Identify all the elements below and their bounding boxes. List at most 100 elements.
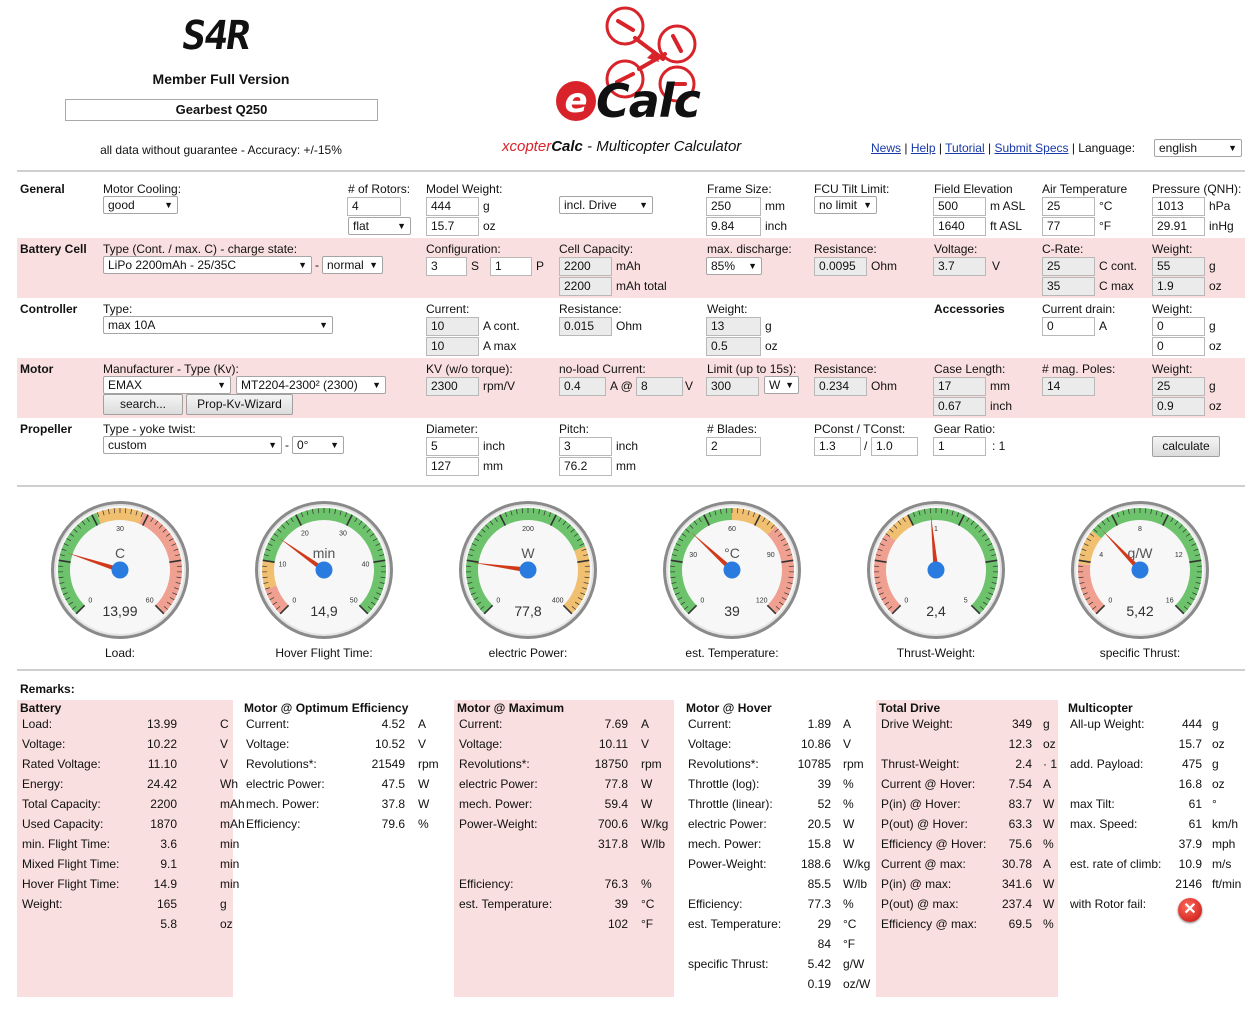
motor-manufacturer-select[interactable]: EMAX ▼	[103, 376, 231, 394]
c-max-input[interactable]: 35	[1042, 277, 1095, 296]
pconst-input[interactable]: 1.3	[814, 437, 861, 456]
remarks-row: 0.19 oz/W	[683, 974, 873, 994]
gauge-tick	[685, 528, 690, 533]
unit-oz: oz	[1209, 399, 1222, 413]
poles-input[interactable]: 14	[1042, 377, 1095, 396]
gear-ratio-input[interactable]: 1	[933, 437, 986, 456]
help-link[interactable]: Help	[910, 141, 936, 155]
remarks-label: Load:	[22, 717, 53, 731]
remarks-value: 5.42	[807, 957, 831, 971]
gauge-tick	[708, 512, 712, 518]
voltage-input[interactable]: 3.7	[933, 257, 986, 276]
drive-select[interactable]: incl. Drive ▼	[559, 196, 653, 214]
air-f-input[interactable]: 77	[1042, 217, 1095, 236]
capacity-total-input[interactable]: 2200	[559, 277, 612, 296]
case-length-inch[interactable]: 0.67	[933, 397, 986, 416]
controller-type-select[interactable]: max 10A ▼	[103, 316, 333, 334]
motor-type-select[interactable]: MT2204-2300² (2300) ▼	[236, 376, 386, 394]
limit-unit-select[interactable]: W ▼	[764, 376, 799, 394]
battery-res-input[interactable]: 0.0095	[814, 257, 867, 276]
controller-weight-g[interactable]: 13	[706, 317, 761, 336]
cooling-select[interactable]: good ▼	[103, 196, 178, 214]
kv-input[interactable]: 2300	[426, 377, 479, 396]
air-c-input[interactable]: 25	[1042, 197, 1095, 216]
calculate-button[interactable]: calculate	[1152, 436, 1220, 457]
blades-input[interactable]: 2	[706, 437, 761, 456]
frame-inch-input[interactable]: 9.84	[706, 217, 761, 236]
remarks-row: Current: 1.89 A	[683, 714, 873, 734]
submit-specs-link[interactable]: Submit Specs	[994, 141, 1069, 155]
layout-select[interactable]: flat ▼	[348, 217, 411, 235]
battery-weight-g[interactable]: 55	[1152, 257, 1205, 276]
gauge-tick	[786, 587, 792, 590]
noload-current-input[interactable]: 0.4	[559, 377, 606, 396]
remarks-label: Used Capacity:	[22, 817, 104, 831]
rotors-input[interactable]: 4	[347, 197, 401, 216]
elevation-ft-input[interactable]: 1640	[933, 217, 986, 236]
config-p-input[interactable]: 1	[490, 257, 532, 276]
case-length-mm[interactable]: 17	[933, 377, 986, 396]
controller-cur-cont[interactable]: 10	[426, 317, 479, 336]
news-link[interactable]: News	[871, 141, 902, 155]
tilt-select[interactable]: no limit ▼	[814, 196, 877, 214]
gauge-tick	[510, 510, 513, 516]
pressure-hpa-input[interactable]: 1013	[1152, 197, 1205, 216]
yoke-twist-select[interactable]: 0° ▼	[292, 436, 344, 454]
pressure-inhg-input[interactable]: 29.91	[1152, 217, 1205, 236]
weight-oz-input[interactable]: 15.7	[426, 217, 479, 236]
chevron-down-icon: ▼	[372, 380, 381, 390]
battery-type-select[interactable]: LiPo 2200mAh - 25/35C ▼	[103, 256, 312, 274]
language-select[interactable]: english ▼	[1154, 139, 1242, 157]
motor-search-button[interactable]: search...	[103, 394, 183, 415]
gauge-tick	[987, 543, 993, 547]
gauge-tick	[480, 606, 485, 610]
accessories-weight-g[interactable]: 0	[1152, 317, 1205, 336]
pitch-mm-input[interactable]: 76.2	[559, 457, 612, 476]
current-drain-input[interactable]: 0	[1042, 317, 1095, 336]
noload-voltage-input[interactable]: 8	[636, 377, 683, 396]
unit-oz: oz	[1209, 279, 1222, 293]
remarks-row: electric Power: 77.8 W	[454, 774, 674, 794]
diameter-inch-input[interactable]: 5	[426, 437, 479, 456]
tconst-input[interactable]: 1.0	[871, 437, 918, 456]
remarks-row: 5.8 oz	[17, 914, 233, 934]
battery-weight-oz[interactable]: 1.9	[1152, 277, 1205, 296]
elevation-m-input[interactable]: 500	[933, 197, 986, 216]
motor-weight-g[interactable]: 25	[1152, 377, 1205, 396]
config-s-input[interactable]: 3	[426, 257, 467, 276]
controller-title: Controller	[20, 302, 78, 316]
rotors-label: # of Rotors:	[348, 182, 411, 196]
remarks-value: 2146	[1175, 877, 1202, 891]
tutorial-link[interactable]: Tutorial	[945, 141, 985, 155]
motor-weight-oz[interactable]: 0.9	[1152, 397, 1205, 416]
gauge-tick	[467, 554, 473, 557]
controller-res-input[interactable]: 0.015	[559, 317, 612, 336]
gauge-value: 14,9	[310, 603, 337, 619]
motor-res-input[interactable]: 0.234	[814, 377, 867, 396]
remarks-label: est. Temperature:	[459, 897, 553, 911]
capacity-input[interactable]: 2200	[559, 257, 612, 276]
frame-mm-input[interactable]: 250	[706, 197, 761, 216]
unit-oz: oz	[483, 219, 496, 233]
remarks-value: 61	[1188, 797, 1202, 811]
limit-input[interactable]: 300	[706, 377, 759, 396]
c-cont-input[interactable]: 25	[1042, 257, 1095, 276]
gauge-tick	[334, 509, 336, 515]
gauge-tick	[889, 528, 894, 533]
gauge-tick	[466, 559, 479, 563]
controller-cur-max[interactable]: 10	[426, 337, 479, 356]
discharge-select[interactable]: 85% ▼	[706, 257, 762, 275]
weight-g-input[interactable]: 444	[426, 197, 479, 216]
pitch-inch-input[interactable]: 3	[559, 437, 612, 456]
model-name-field[interactable]: Gearbest Q250	[65, 99, 378, 121]
gauge-hub	[111, 561, 129, 579]
prop-kv-wizard-button[interactable]: Prop-Kv-Wizard	[186, 394, 293, 415]
panel-title: Total Drive	[879, 701, 941, 715]
diameter-mm-input[interactable]: 127	[426, 457, 479, 476]
remarks-label: Total Capacity:	[22, 797, 101, 811]
gauge-dial: 0 10 20 30 40 50 min 14,9	[255, 501, 393, 639]
prop-type-select[interactable]: custom ▼	[103, 436, 282, 454]
controller-weight-oz[interactable]: 0.5	[706, 337, 761, 356]
accessories-weight-oz[interactable]: 0	[1152, 337, 1205, 356]
charge-state-select[interactable]: normal ▼	[322, 256, 383, 274]
